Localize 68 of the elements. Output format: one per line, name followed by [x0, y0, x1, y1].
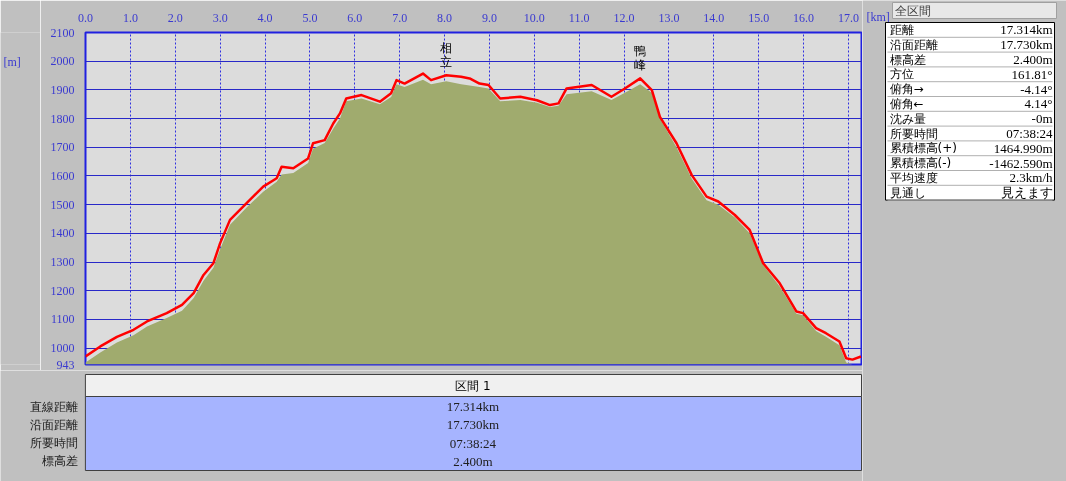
text: -4.14° — [1020, 81, 1053, 97]
text: 17.730km — [1000, 37, 1053, 53]
text: -1462.590m — [989, 155, 1053, 171]
x-tick-label: 10.0 — [523, 10, 545, 25]
text: 所要時間 — [889, 126, 938, 141]
text: 俯角→ — [889, 82, 924, 97]
y-tick-label: 1000 — [50, 341, 75, 356]
annotation: 鴨峰 — [634, 43, 647, 73]
text: 161.81° — [1011, 66, 1053, 82]
x-tick-label: 15.0 — [748, 10, 770, 25]
y-tick-label: 1600 — [50, 168, 75, 183]
text: 俯角← — [889, 96, 924, 111]
x-axis-title: [km] — [866, 9, 890, 24]
text: 標高差 — [889, 52, 926, 67]
text: 標高差 — [42, 454, 79, 469]
text: 見通し — [889, 185, 926, 200]
y-tick-label: 943 — [56, 357, 75, 372]
text: 直線距離 — [30, 399, 79, 414]
x-tick-label: 17.0 — [837, 10, 859, 25]
x-tick-label: 5.0 — [302, 10, 318, 25]
y-tick-label: 2000 — [50, 54, 75, 69]
text: 2.3km/h — [1009, 170, 1053, 186]
x-tick-label: 16.0 — [793, 10, 815, 25]
text: 2.400m — [1013, 52, 1053, 67]
x-tick-label: 0.0 — [78, 10, 93, 25]
y-tick-label: 1100 — [50, 312, 75, 327]
y-axis-title: [m] — [3, 55, 21, 70]
x-tick-label: 6.0 — [347, 10, 363, 25]
x-tick-label: 2.0 — [167, 10, 183, 25]
x-tick-label: 1.0 — [122, 10, 138, 25]
text: 全区間 — [894, 3, 931, 18]
text: 4.14° — [1024, 96, 1053, 112]
text: 方位 — [889, 67, 914, 82]
x-tick-label: 4.0 — [257, 10, 273, 25]
y-tick-label: 1800 — [50, 111, 75, 126]
text: 見えます — [1000, 185, 1053, 201]
text: 17.314km — [446, 399, 500, 414]
x-tick-label: 8.0 — [437, 10, 453, 25]
text: -0m — [1031, 111, 1053, 127]
text: 沈み量 — [889, 111, 926, 126]
y-tick-label: 1700 — [50, 140, 75, 155]
x-tick-label: 11.0 — [568, 10, 590, 25]
text: 区間 1 — [455, 378, 491, 393]
text: 平均速度 — [889, 170, 938, 185]
y-tick-label: 1400 — [50, 226, 75, 241]
x-tick-label: 13.0 — [658, 10, 680, 25]
text: 07:38:24 — [1006, 126, 1053, 141]
y-tick-label: 2100 — [50, 25, 75, 40]
text: 沿面距離 — [30, 417, 79, 432]
text: 17.730km — [446, 417, 500, 433]
text: 距離 — [889, 22, 914, 37]
text: 累積標高(+) — [889, 141, 957, 156]
text: 1464.990m — [993, 140, 1053, 156]
text: 沿面距離 — [889, 37, 938, 52]
y-tick-label: 1500 — [50, 197, 75, 212]
y-tick-label: 1900 — [50, 82, 75, 97]
text: 累積標高(-) — [889, 156, 952, 171]
text: 17.314km — [1000, 22, 1053, 38]
x-tick-label: 9.0 — [481, 10, 497, 25]
text: 所要時間 — [30, 436, 79, 451]
text: 07:38:24 — [449, 435, 497, 451]
y-tick-label: 1300 — [50, 255, 75, 270]
y-tick-label: 1200 — [50, 283, 75, 298]
x-tick-label: 3.0 — [212, 10, 228, 25]
x-tick-label: 7.0 — [392, 10, 408, 25]
text: 2.400m — [453, 453, 493, 469]
x-tick-label: 14.0 — [703, 10, 725, 25]
x-tick-label: 12.0 — [613, 10, 635, 25]
